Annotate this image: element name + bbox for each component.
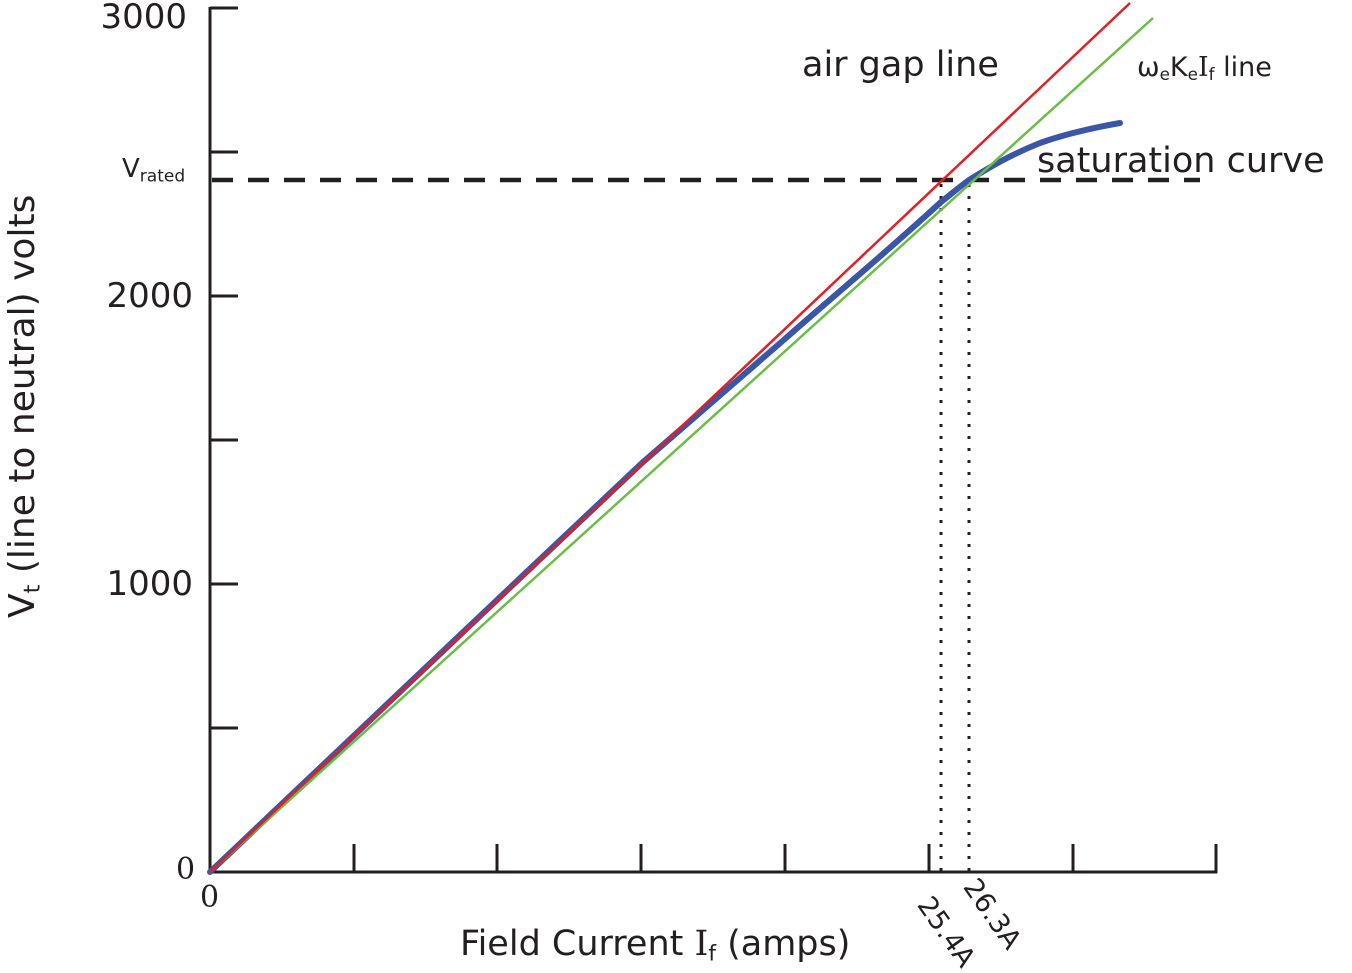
x-axis-title-sub-f: f	[708, 941, 716, 967]
x-axis-title: Field Current If (amps)	[460, 924, 850, 966]
axes	[208, 6, 1218, 874]
y-tick-label-1000: 1000	[106, 564, 193, 604]
y-axis-title-sub-t: t	[19, 584, 46, 594]
k-sub-e: e	[1187, 64, 1198, 85]
omega-symbol: ω	[1137, 52, 1160, 83]
we-ke-if-line	[209, 17, 1154, 873]
vrated-main: V	[122, 154, 140, 184]
i-sub-f: f	[1208, 64, 1215, 85]
x-axis-title-main: Field Current	[460, 924, 695, 964]
y-tick-label-2000: 2000	[106, 276, 193, 316]
we-line-rest: line	[1214, 52, 1272, 83]
vrated-sub: rated	[139, 166, 186, 187]
y-tick-label-0: 0	[176, 852, 196, 887]
omega-sub-e: e	[1159, 64, 1170, 85]
vrated-label: Vrated	[122, 154, 185, 186]
y-axis-title-v: V	[2, 593, 43, 618]
x-axis-title-i: I	[694, 924, 709, 964]
x-axis-title-rest: (amps)	[715, 924, 851, 964]
saturation-curve-label: saturation curve	[1037, 141, 1325, 181]
saturation-curve	[207, 120, 1123, 875]
i-symbol: I	[1197, 52, 1209, 83]
y-tick-label-3000: 3000	[100, 0, 187, 37]
x-tick-label-0: 0	[200, 880, 220, 915]
air-gap-line	[209, 2, 1131, 873]
air-gap-line-label: air gap line	[802, 45, 999, 85]
y-axis-title: Vt (line to neutral) volts	[2, 195, 46, 618]
y-axis-title-rest: (line to neutral) volts	[2, 194, 43, 585]
k-symbol: K	[1169, 52, 1188, 83]
we-ke-if-line-label: ωeKeIf line	[1137, 52, 1272, 84]
